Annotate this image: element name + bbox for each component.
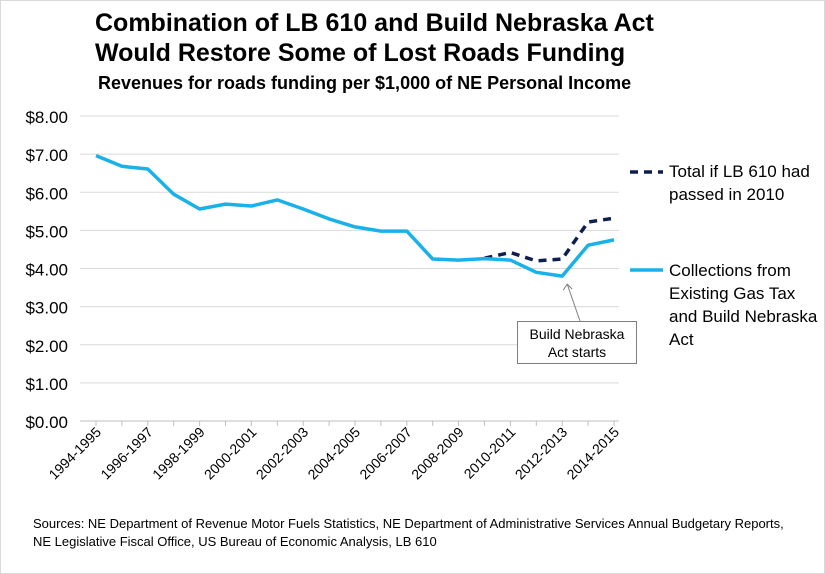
legend-label-lb610: Total if LB 610 had passed in 2010 [669,162,810,204]
x-tick-label: 1996-1997 [97,424,156,483]
x-tick-label: 2008-2009 [408,424,467,483]
annotation-arrow-group [562,283,581,322]
annotation-arrow-line [566,283,581,322]
y-tick-label: $7.00 [25,146,68,165]
series-lines [95,153,615,278]
x-tick-label: 2004-2005 [304,424,363,483]
legend-swatches [630,170,663,272]
x-axis-ticks: 1994-19951996-19971998-19992000-20012002… [45,421,622,482]
annotation-arrow-head [562,283,573,291]
chart-title-line-1: Combination of LB 610 and Build Nebraska… [95,9,654,37]
series-line-lb610 [484,216,615,263]
x-tick-label: 2012-2013 [512,424,571,483]
chart-title-line-2: Would Restore Some of Lost Roads Funding [95,39,626,67]
y-axis-ticks: $0.00 $1.00 $2.00 $3.00 $4.00 $5.00 $6.00 $7.00… [25,108,68,432]
y-tick-label: $8.00 [25,108,68,127]
x-tick-label: 2000-2001 [201,424,260,483]
sources-note: Sources: NE Department of Revenue Motor … [33,516,784,549]
annotation-build-nebraska: Build Nebraska Act starts [517,321,637,364]
y-tick-label: $6.00 [25,184,68,203]
chart-subtitle: Revenues for roads funding per $1,000 of… [98,73,632,93]
x-tick-label: 2006-2007 [356,424,415,483]
x-tick-label: 2002-2003 [253,424,312,483]
y-tick-label: $0.00 [25,413,68,432]
legend-label-collections: Collections from Existing Gas Tax and Bu… [669,261,818,349]
x-tick-label: 2010-2011 [461,424,519,482]
x-tick-label: 1998-1999 [149,424,208,483]
x-tick-label: 2014-2015 [563,424,622,483]
y-tick-label: $3.00 [25,299,68,318]
y-tick-label: $1.00 [25,375,68,394]
y-tick-label: $4.00 [25,261,68,280]
x-tick-label: 1994-1995 [45,424,104,483]
y-tick-label: $2.00 [25,337,68,356]
y-tick-label: $5.00 [25,222,68,241]
series-line-collections [95,153,615,278]
